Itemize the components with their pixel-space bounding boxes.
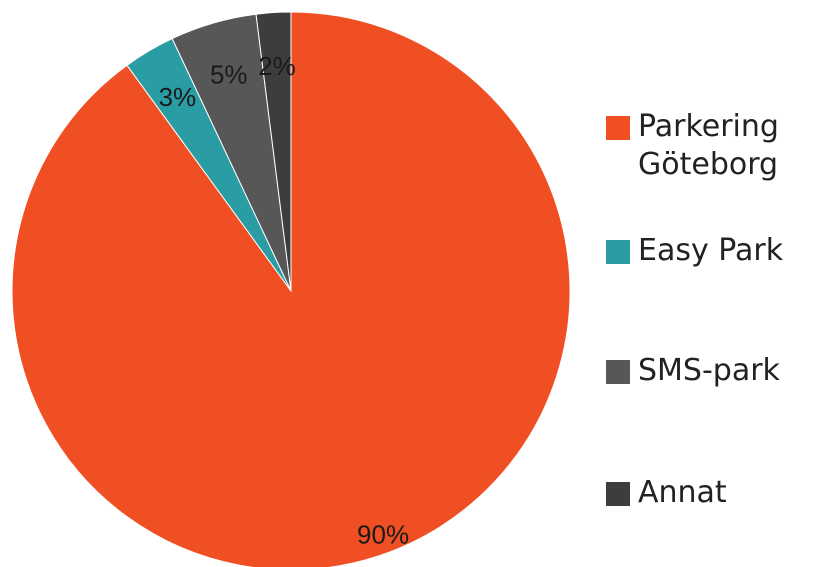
legend-item-annat[interactable]: Annat	[606, 474, 727, 512]
legend-label-sms-park: SMS-park	[638, 353, 780, 388]
pie-slices	[11, 11, 571, 567]
legend-item-parkering-goteborg[interactable]: Parkering Göteborg	[606, 108, 779, 184]
data-label-sms-park: 5%	[210, 60, 248, 90]
pie-slice-parkering-goteborg[interactable]	[11, 11, 571, 567]
data-label-parkering-goteborg: 90%	[357, 519, 409, 549]
legend-item-sms-park[interactable]: SMS-park	[606, 352, 780, 390]
legend-item-easy-park[interactable]: Easy Park	[606, 232, 783, 270]
data-label-annat: 2%	[258, 51, 296, 81]
legend-swatch-annat	[606, 482, 630, 506]
data-label-easy-park: 3%	[159, 82, 197, 112]
legend-swatch-sms-park	[606, 360, 630, 384]
legend-swatch-parkering-goteborg	[606, 116, 630, 140]
pie-data-labels: 90% 3% 5% 2%	[159, 51, 410, 549]
legend-label-parkering-goteborg: Parkering Göteborg	[638, 109, 779, 182]
legend-label-annat: Annat	[638, 475, 727, 510]
pie-slice-annat[interactable]	[255, 11, 292, 292]
legend-label-easy-park: Easy Park	[638, 233, 784, 268]
legend-swatch-easy-park	[606, 240, 630, 264]
